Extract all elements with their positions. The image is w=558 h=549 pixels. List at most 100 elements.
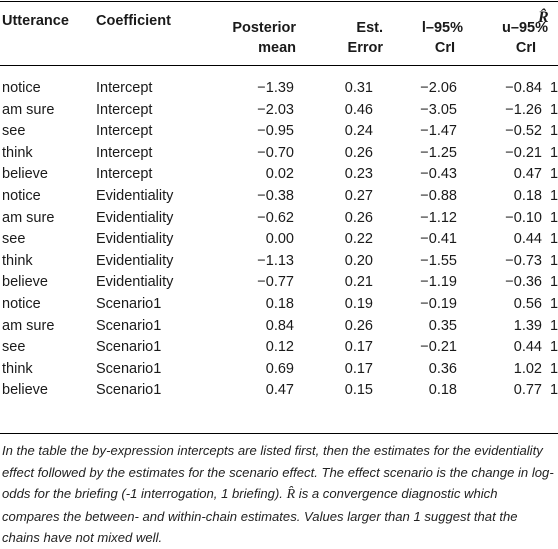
cell-lower-95-cri: −0.19 xyxy=(420,295,457,312)
cell-posterior-mean: 0.47 xyxy=(265,382,294,399)
table-row: am sure Intercept −2.03 0.46 −3.05 −1.26 1.00 xyxy=(0,100,558,122)
cell-coefficient: Scenario1 xyxy=(96,382,162,399)
cell-lower-95-cri: 0.35 xyxy=(428,317,457,334)
cell-lower-95-cri: −1.47 xyxy=(420,123,457,140)
cell-posterior-mean: −0.62 xyxy=(257,209,294,226)
rhat-value: 1.00 xyxy=(550,360,558,377)
cell-upper-95-cri: −0.52 xyxy=(505,123,542,140)
cell-coefficient: Scenario1 xyxy=(96,295,162,312)
cell-est-error: 0.26 xyxy=(344,144,373,161)
cell-rhat: 1.00 xyxy=(550,100,558,122)
table-row: see Evidentiality 0.00 0.22 −0.41 0.44 1.00 xyxy=(0,229,558,251)
cell-utterance: see xyxy=(2,123,26,140)
table-row: notice Intercept −1.39 0.31 −2.06 −0.84 1.00 xyxy=(0,74,558,100)
cell-posterior-mean: −0.77 xyxy=(257,274,294,291)
cell-rhat: 1.00 xyxy=(550,337,558,359)
cell-est-error: 0.17 xyxy=(344,360,373,377)
header-posterior-mean: Posterior mean xyxy=(232,20,296,56)
cell-utterance: believe xyxy=(2,382,48,399)
header-upper-95-cri: u–95% CrI xyxy=(502,20,548,56)
cell-rhat: 1.00 xyxy=(550,380,558,402)
cell-est-error: 0.24 xyxy=(344,123,373,140)
rhat-value: 1.00 xyxy=(550,252,558,269)
cell-posterior-mean: 0.02 xyxy=(265,166,294,183)
cell-est-error: 0.21 xyxy=(344,274,373,291)
table-header-rule xyxy=(0,65,558,66)
cell-posterior-mean: −2.03 xyxy=(257,101,294,118)
cell-coefficient: Intercept xyxy=(96,101,153,118)
cell-upper-95-cri: 0.47 xyxy=(513,166,542,183)
cell-utterance: notice xyxy=(2,80,41,96)
rhat-value: 1.00 xyxy=(550,101,558,118)
table-bottom-rule xyxy=(0,433,558,434)
cell-rhat: 1.00 xyxy=(550,272,558,294)
header-rhat: R̂ xyxy=(538,9,549,26)
coefficient-table: Utterance Coefficient Posterior mean Est… xyxy=(0,2,558,402)
cell-rhat: 1.00 xyxy=(550,359,558,381)
cell-utterance: am sure xyxy=(2,209,55,226)
cell-rhat: 1.00 xyxy=(550,186,558,208)
table-body: noticeIntercept−1.390.31−2.06−0.841.00am… xyxy=(0,74,558,402)
cell-coefficient: Scenario1 xyxy=(96,360,162,377)
cell-coefficient: Evidentiality xyxy=(96,209,174,226)
cell-lower-95-cri: −0.43 xyxy=(420,166,457,183)
cell-coefficient: Scenario1 xyxy=(96,339,162,356)
cell-est-error: 0.26 xyxy=(344,317,373,334)
footnote-rhat-symbol: R̂ xyxy=(286,487,296,502)
cell-lower-95-cri: −1.12 xyxy=(420,209,457,226)
cell-coefficient: Evidentiality xyxy=(96,187,174,204)
cell-coefficient: Intercept xyxy=(96,123,153,140)
rhat-value: 1.00 xyxy=(550,339,558,356)
cell-lower-95-cri: −0.88 xyxy=(420,187,457,204)
cell-utterance: think xyxy=(2,144,33,161)
table-row: believe Evidentiality −0.77 0.21 −1.19 −0.36 1… xyxy=(0,272,558,294)
cell-lower-95-cri: −0.21 xyxy=(420,339,457,356)
table-row: notice Scenario1 0.18 0.19 −0.19 0.56 1.00 xyxy=(0,294,558,316)
rhat-value: 1.00 xyxy=(550,231,558,248)
cell-rhat: 1.00 xyxy=(550,251,558,273)
cell-upper-95-cri: −1.26 xyxy=(505,101,542,118)
table-row: see Scenario1 0.12 0.17 −0.21 0.44 1.00 xyxy=(0,337,558,359)
cell-est-error: 0.31 xyxy=(344,80,373,96)
cell-coefficient: Scenario1 xyxy=(96,317,162,334)
cell-posterior-mean: 0.84 xyxy=(265,317,294,334)
cell-rhat: 1.00 xyxy=(550,74,558,100)
cell-lower-95-cri: −0.41 xyxy=(420,231,457,248)
cell-utterance: am sure xyxy=(2,317,55,334)
cell-lower-95-cri: −1.25 xyxy=(420,144,457,161)
cell-est-error: 0.17 xyxy=(344,339,373,356)
rhat-value: 1.00 xyxy=(550,274,558,291)
cell-upper-95-cri: 0.18 xyxy=(513,187,542,204)
cell-est-error: 0.15 xyxy=(344,382,373,399)
cell-rhat: 1.00 xyxy=(550,121,558,143)
table-top-rule xyxy=(0,1,558,2)
cell-upper-95-cri: 0.56 xyxy=(513,295,542,312)
cell-utterance: think xyxy=(2,252,33,269)
cell-coefficient: Intercept xyxy=(96,80,153,96)
cell-upper-95-cri: 0.44 xyxy=(513,339,542,356)
cell-coefficient: Evidentiality xyxy=(96,252,174,269)
header-coefficient: Coefficient xyxy=(96,13,171,29)
rhat-value: 1.00 xyxy=(550,80,558,96)
rhat-value: 1.00 xyxy=(550,295,558,312)
cell-est-error: 0.22 xyxy=(344,231,373,248)
cell-upper-95-cri: −0.21 xyxy=(505,144,542,161)
cell-est-error: 0.19 xyxy=(344,295,373,312)
table-row: believe Scenario1 0.47 0.15 0.18 0.77 1.00 xyxy=(0,380,558,402)
rhat-value: 1.00 xyxy=(550,209,558,226)
cell-lower-95-cri: −1.19 xyxy=(420,274,457,291)
cell-utterance: believe xyxy=(2,166,48,183)
table-row: think Intercept −0.70 0.26 −1.25 −0.21 1.00 xyxy=(0,143,558,165)
cell-upper-95-cri: −0.36 xyxy=(505,274,542,291)
cell-utterance: notice xyxy=(2,187,41,204)
cell-coefficient: Evidentiality xyxy=(96,274,174,291)
rhat-value: 1.00 xyxy=(550,123,558,140)
cell-lower-95-cri: 0.36 xyxy=(428,360,457,377)
cell-posterior-mean: −1.13 xyxy=(257,252,294,269)
cell-upper-95-cri: −0.10 xyxy=(505,209,542,226)
cell-est-error: 0.23 xyxy=(344,166,373,183)
cell-lower-95-cri: −3.05 xyxy=(420,101,457,118)
cell-utterance: notice xyxy=(2,295,41,312)
rhat-value: 1.00 xyxy=(550,166,558,183)
